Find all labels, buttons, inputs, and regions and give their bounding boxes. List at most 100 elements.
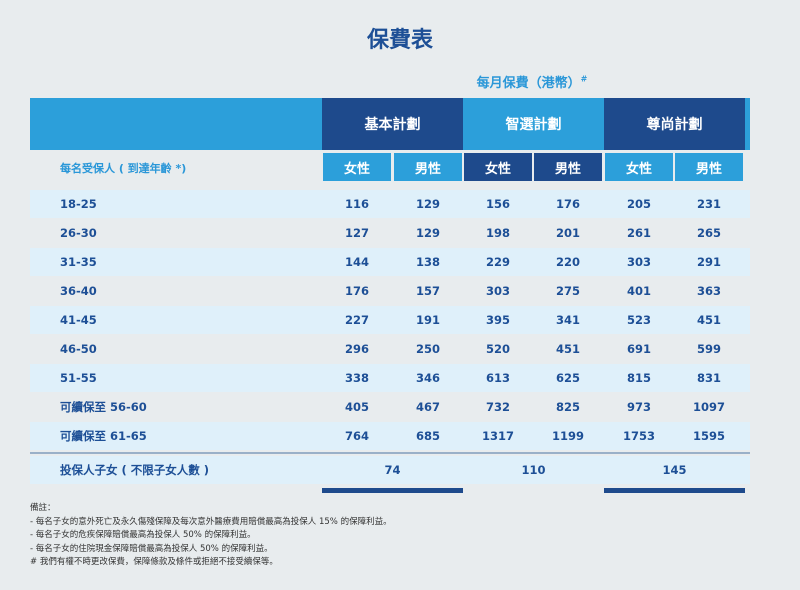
premium-cell: 205 xyxy=(626,197,651,211)
table-row: 18-25 116 129 156 176 205 231 xyxy=(30,190,750,218)
premium-cell: 520 xyxy=(485,342,510,356)
note-item: - 每名子女的住院現金保障賠償最高為投保人 50% 的保障利益。 xyxy=(30,543,273,554)
premium-cell: 1595 xyxy=(692,429,725,443)
premium-cell: 129 xyxy=(415,197,440,211)
age-band-label: 18-25 xyxy=(60,197,97,211)
child-row: 投保人子女 ( 不限子女人數 ) 74 110 145 xyxy=(30,456,750,484)
plan-smart-header: 智選計劃 xyxy=(463,98,604,150)
plan-basic-header: 基本計劃 xyxy=(322,98,463,150)
premium-cell: 523 xyxy=(626,313,651,327)
child-value-premium: 145 xyxy=(662,463,687,477)
premium-cell: 467 xyxy=(415,400,440,414)
premium-cell: 157 xyxy=(415,284,440,298)
bottom-bar-basic xyxy=(322,488,463,493)
notes-heading: 備註： xyxy=(30,503,56,513)
premium-cell: 613 xyxy=(485,371,510,385)
age-band-label: 可續保至 61-65 xyxy=(60,429,147,443)
age-band-label: 41-45 xyxy=(60,313,97,327)
premium-cell: 599 xyxy=(696,342,721,356)
premium-cell: 250 xyxy=(415,342,440,356)
age-band-label: 51-55 xyxy=(60,371,97,385)
premium-cell: 401 xyxy=(626,284,651,298)
premium-cell: 815 xyxy=(626,371,651,385)
bottom-bar-smart xyxy=(463,488,604,493)
premium-cell: 144 xyxy=(344,255,369,269)
premium-cell: 156 xyxy=(485,197,510,211)
premium-cell: 764 xyxy=(344,429,369,443)
premium-cell: 451 xyxy=(696,313,721,327)
age-band-label: 可續保至 56-60 xyxy=(60,400,147,414)
sub-header-female-basic: 女性 xyxy=(323,153,391,181)
table-row: 可續保至 56-60 405 467 732 825 973 1097 xyxy=(30,393,750,421)
caption-text: 每月保費（港幣） xyxy=(476,76,581,91)
page-title: 保費表 xyxy=(366,28,433,53)
table-row: 46-50 296 250 520 451 691 599 xyxy=(30,335,750,363)
premium-cell: 198 xyxy=(485,226,510,240)
premium-cell: 346 xyxy=(415,371,440,385)
premium-cell: 685 xyxy=(415,429,440,443)
note-item: - 每名子女的危疾保障賠償最高為投保人 50% 的保障利益。 xyxy=(30,530,256,540)
sub-header-female-smart: 女性 xyxy=(464,153,532,181)
child-value-smart: 110 xyxy=(521,463,546,477)
premium-cell: 1097 xyxy=(692,400,725,414)
premium-cell: 201 xyxy=(555,226,580,240)
premium-cell: 1199 xyxy=(551,429,584,443)
premium-cell: 405 xyxy=(344,400,369,414)
table-row: 51-55 338 346 613 625 815 831 xyxy=(30,364,750,392)
sub-header-male-smart: 男性 xyxy=(534,153,602,181)
premium-cell: 451 xyxy=(555,342,580,356)
bottom-bar-premium xyxy=(604,488,745,493)
premium-cell: 973 xyxy=(626,400,651,414)
premium-cell: 176 xyxy=(344,284,369,298)
premium-cell: 227 xyxy=(344,313,369,327)
premium-cell: 127 xyxy=(344,226,369,240)
premium-cell: 261 xyxy=(626,226,651,240)
sub-header-male-basic: 男性 xyxy=(394,153,462,181)
premium-cell: 825 xyxy=(555,400,580,414)
age-band-label: 31-35 xyxy=(60,255,97,269)
premium-cell: 138 xyxy=(415,255,440,269)
premium-cell: 129 xyxy=(415,226,440,240)
premium-cell: 303 xyxy=(626,255,651,269)
premium-cell: 732 xyxy=(485,400,510,414)
sub-header-female-premium: 女性 xyxy=(605,153,673,181)
premium-caption: 每月保費（港幣）# xyxy=(322,72,742,91)
caption-mark: # xyxy=(580,74,588,84)
premium-cell: 265 xyxy=(696,226,721,240)
table-row: 31-35 144 138 229 220 303 291 xyxy=(30,248,750,276)
notes-section: 備註： - 每名子女的意外死亡及永久傷殘保障及每次意外醫療費用賠償最高為投保人 … xyxy=(30,502,770,570)
table-separator xyxy=(30,452,750,454)
child-value-basic: 74 xyxy=(384,463,401,477)
table-row: 26-30 127 129 198 201 261 265 xyxy=(30,219,750,247)
premium-cell: 191 xyxy=(415,313,440,327)
table-row: 36-40 176 157 303 275 401 363 xyxy=(30,277,750,305)
premium-cell: 395 xyxy=(485,313,510,327)
premium-cell: 275 xyxy=(555,284,580,298)
premium-cell: 1317 xyxy=(481,429,514,443)
premium-cell: 176 xyxy=(555,197,580,211)
premium-cell: 116 xyxy=(344,197,369,211)
premium-cell: 625 xyxy=(555,371,580,385)
premium-cell: 296 xyxy=(344,342,369,356)
sub-header-male-premium: 男性 xyxy=(675,153,743,181)
premium-cell: 231 xyxy=(696,197,721,211)
note-item: - 每名子女的意外死亡及永久傷殘保障及每次意外醫療費用賠償最高為投保人 15% … xyxy=(30,516,392,527)
age-band-label: 26-30 xyxy=(60,226,97,240)
premium-cell: 303 xyxy=(485,284,510,298)
age-column-header: 每名受保人 ( 到達年齡 *) xyxy=(60,162,187,175)
premium-cell: 363 xyxy=(696,284,721,298)
premium-cell: 1753 xyxy=(622,429,655,443)
premium-cell: 338 xyxy=(344,371,369,385)
plan-premium-header: 尊尚計劃 xyxy=(604,98,745,150)
child-row-label: 投保人子女 ( 不限子女人數 ) xyxy=(60,463,210,477)
premium-cell: 220 xyxy=(555,255,580,269)
premium-cell: 341 xyxy=(555,313,580,327)
premium-cell: 691 xyxy=(626,342,651,356)
table-row: 41-45 227 191 395 341 523 451 xyxy=(30,306,750,334)
age-band-label: 46-50 xyxy=(60,342,97,356)
age-band-label: 36-40 xyxy=(60,284,97,298)
table-row: 可續保至 61-65 764 685 1317 1199 1753 1595 xyxy=(30,422,750,450)
premium-cell: 291 xyxy=(696,255,721,269)
note-item: # 我們有權不時更改保費，保障條款及條件或拒絕不接受續保等。 xyxy=(30,557,278,567)
premium-cell: 229 xyxy=(485,255,510,269)
